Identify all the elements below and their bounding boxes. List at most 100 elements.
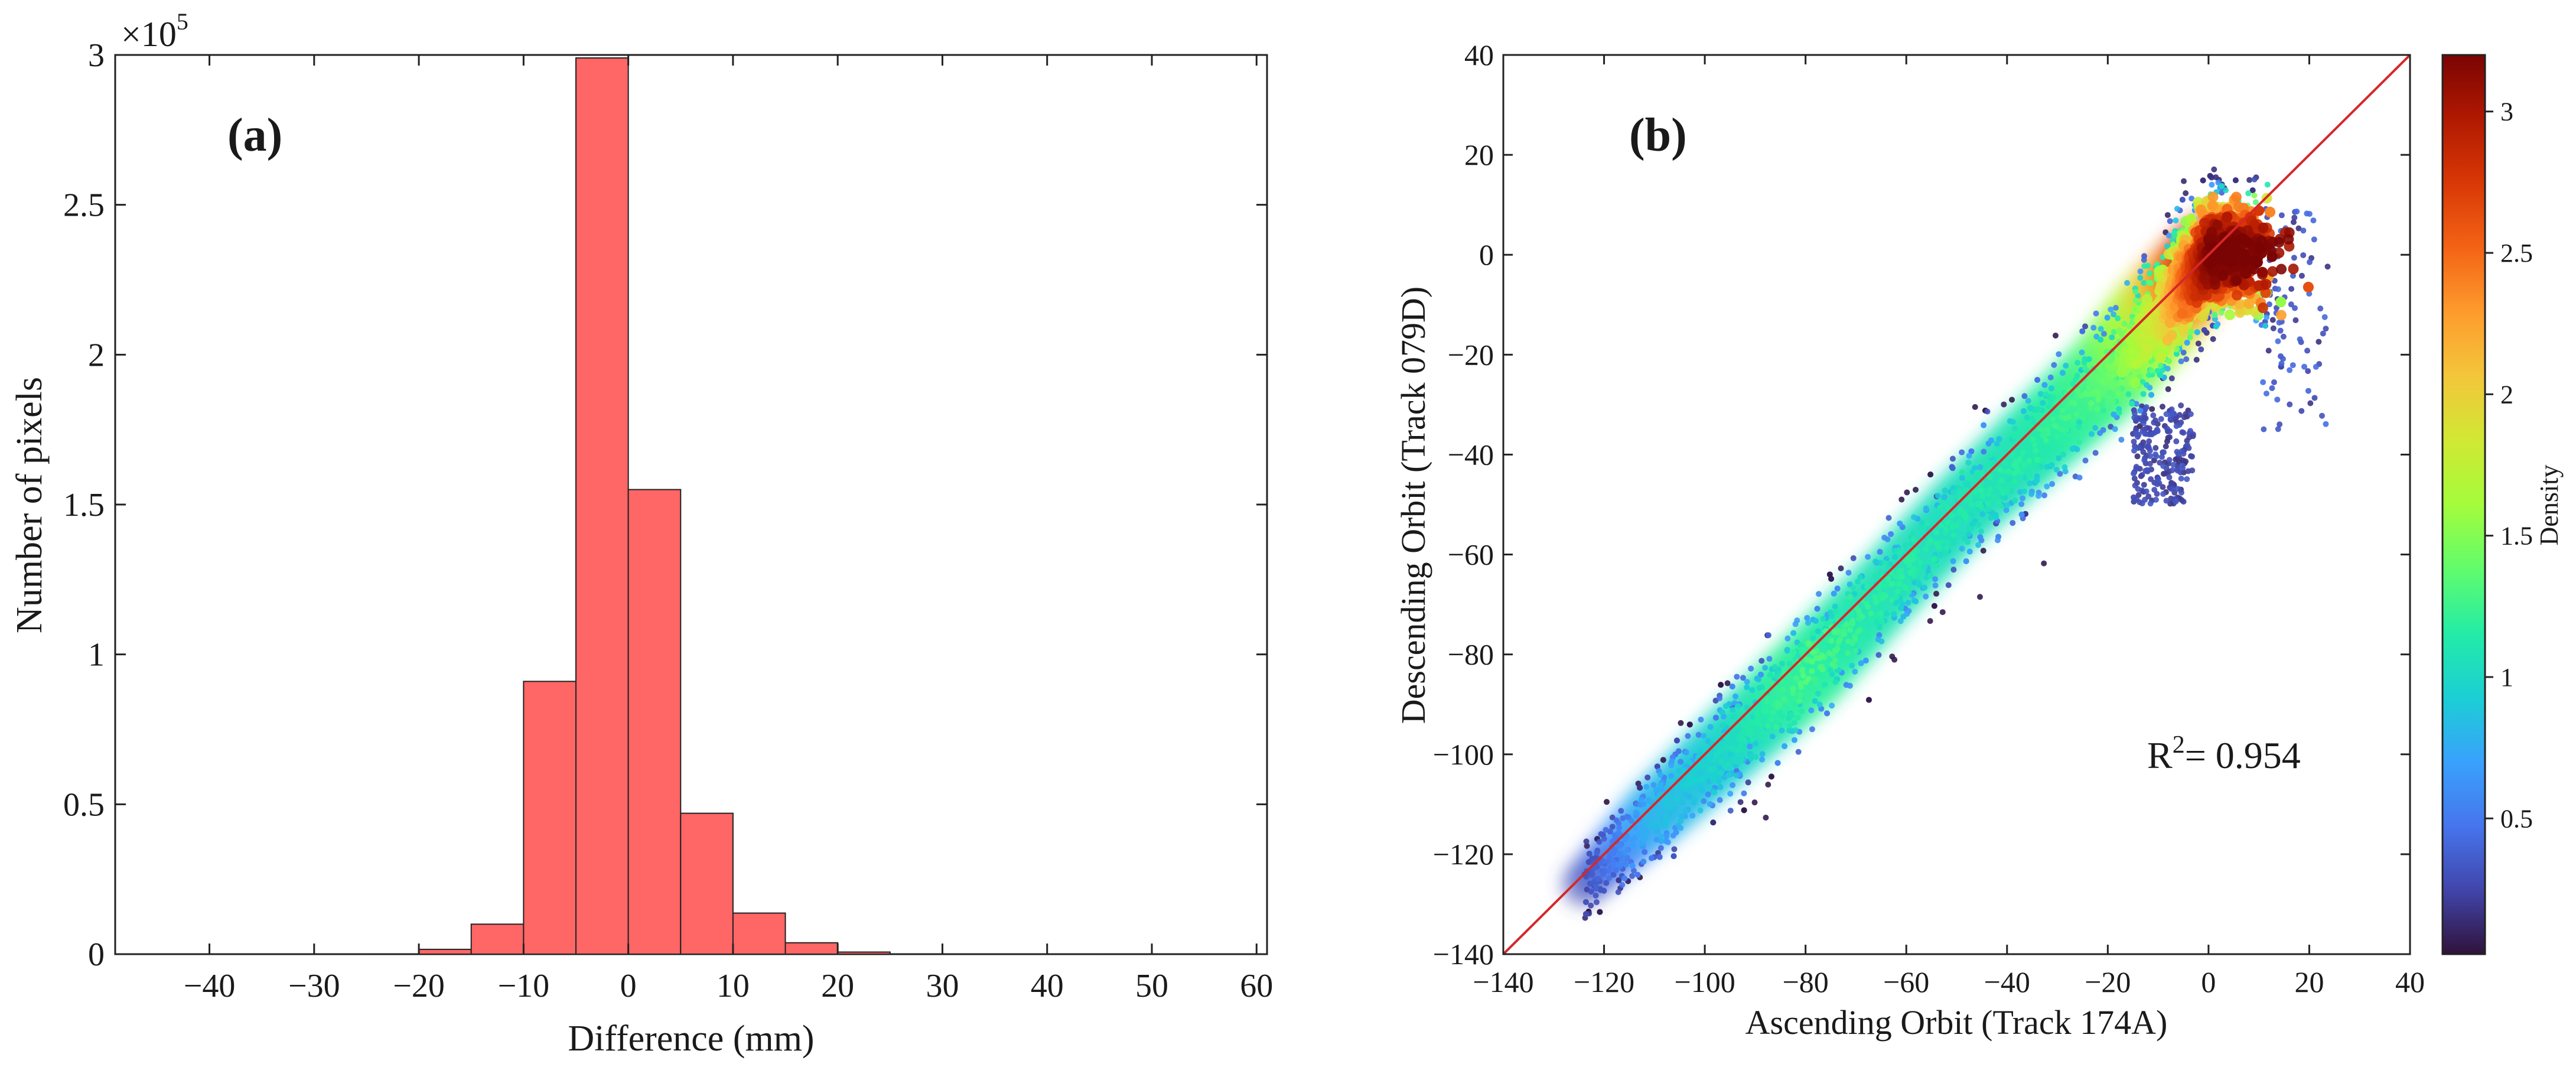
scatter-point <box>1759 751 1766 757</box>
scatter-x-tick-label: 20 <box>2294 965 2324 998</box>
scatter-point <box>2144 467 2151 473</box>
scatter-point <box>2307 400 2314 406</box>
scatter-density-cloud <box>1503 55 2410 954</box>
scatter-point <box>1985 506 1992 513</box>
scatter-point <box>2255 243 2266 254</box>
scatter-point <box>1826 571 1833 578</box>
scatter-point <box>2158 416 2164 422</box>
scatter-point <box>1987 452 1994 458</box>
scatter-point <box>1790 685 1796 692</box>
scatter-point <box>2108 306 2114 313</box>
scatter-point <box>1849 620 1856 627</box>
scatter-point <box>2178 402 2184 409</box>
scatter-point <box>2070 380 2076 387</box>
scatter-point <box>2321 314 2328 320</box>
scatter-point <box>1790 649 1797 656</box>
scatter-point <box>2026 457 2033 464</box>
scatter-point <box>1995 484 2002 490</box>
scatter-point <box>1827 667 1834 674</box>
scatter-point <box>1747 743 1753 750</box>
scatter-point <box>2027 405 2033 411</box>
scatter-point <box>1897 597 1904 604</box>
scatter-point <box>1852 668 1858 675</box>
scatter-point <box>2131 438 2137 445</box>
scatter-point <box>1933 590 1939 597</box>
scatter-point <box>1663 812 1670 819</box>
histogram-y-tick-label: 0 <box>88 936 105 973</box>
scatter-point <box>1821 654 1828 661</box>
scatter-point <box>1728 734 1734 740</box>
scatter-point <box>2131 304 2142 315</box>
scatter-point <box>1791 737 1797 743</box>
scatter-point <box>2318 412 2325 419</box>
scatter-point <box>1999 477 2005 483</box>
scatter-point <box>1689 812 1696 819</box>
scatter-point <box>2145 262 2151 269</box>
scatter-point <box>1875 652 1882 658</box>
scatter-y-tick-label: −20 <box>1448 338 1494 371</box>
scatter-point <box>1659 786 1666 793</box>
scatter-point <box>2012 459 2019 466</box>
scatter-point <box>1779 661 1785 667</box>
scatter-point <box>1799 666 1806 673</box>
scatter-point <box>2003 507 2010 513</box>
scatter-point <box>1766 656 1773 662</box>
histogram-bar <box>575 57 629 955</box>
scatter-point <box>2179 197 2186 203</box>
scatter-point <box>2165 358 2172 365</box>
scatter-point <box>2111 398 2117 405</box>
scatter-point <box>1855 629 1861 635</box>
scatter-point <box>1944 545 1950 551</box>
histogram-x-tick-label: −10 <box>498 968 550 1004</box>
scatter-point <box>2231 275 2242 286</box>
scatter-point <box>2175 486 2181 492</box>
scatter-point <box>2158 362 2164 369</box>
scatter-point <box>2049 462 2055 469</box>
colorbar-label: Density <box>2535 465 2564 546</box>
scatter-point <box>1824 710 1831 717</box>
histogram-bar <box>784 942 839 955</box>
scatter-point <box>1618 808 1624 814</box>
scatter-point <box>2271 379 2277 385</box>
scatter-point <box>1937 552 1943 558</box>
scatter-point <box>2126 324 2132 330</box>
scatter-point <box>1791 720 1797 726</box>
scatter-point <box>1718 758 1724 765</box>
scatter-point <box>1843 682 1849 688</box>
scatter-point <box>2183 411 2189 417</box>
scatter-point <box>2275 286 2281 292</box>
scatter-point <box>1648 855 1655 861</box>
scatter-point <box>2212 311 2218 318</box>
scatter-point <box>2213 323 2219 330</box>
scatter-point <box>1603 827 1609 833</box>
scatter-point <box>2179 429 2186 435</box>
scatter-point <box>1994 537 2001 544</box>
histogram-x-tick-label: −20 <box>393 968 445 1004</box>
scatter-y-tick-label: −100 <box>1433 738 1494 771</box>
scatter-point <box>2323 326 2329 332</box>
scatter-point <box>2240 254 2252 265</box>
scatter-point <box>1816 591 1822 597</box>
scatter-point <box>1855 608 1862 614</box>
scatter-point <box>2140 420 2147 427</box>
scatter-point <box>1737 799 1744 805</box>
scatter-point <box>2225 309 2236 320</box>
scatter-point <box>1601 858 1607 865</box>
scatter-point <box>2041 382 2048 388</box>
scatter-point <box>1741 807 1747 814</box>
scatter-point <box>2129 377 2141 388</box>
scatter-point <box>2092 425 2099 431</box>
colorbar-tick-label: 3 <box>2500 97 2513 126</box>
r-squared-annotation: R2= 0.954 <box>2147 731 2301 776</box>
scatter-point <box>1643 832 1649 839</box>
scatter-point <box>1773 674 1780 680</box>
scatter-point <box>2300 227 2307 234</box>
scatter-point <box>2201 327 2207 333</box>
scatter-point <box>1878 638 1885 645</box>
scatter-point <box>1727 791 1734 797</box>
scatter-point <box>1732 693 1739 700</box>
scatter-point <box>1711 757 1718 763</box>
scatter-point <box>1943 525 1949 532</box>
scatter-point <box>1701 798 1707 805</box>
histogram-bar <box>470 923 525 955</box>
